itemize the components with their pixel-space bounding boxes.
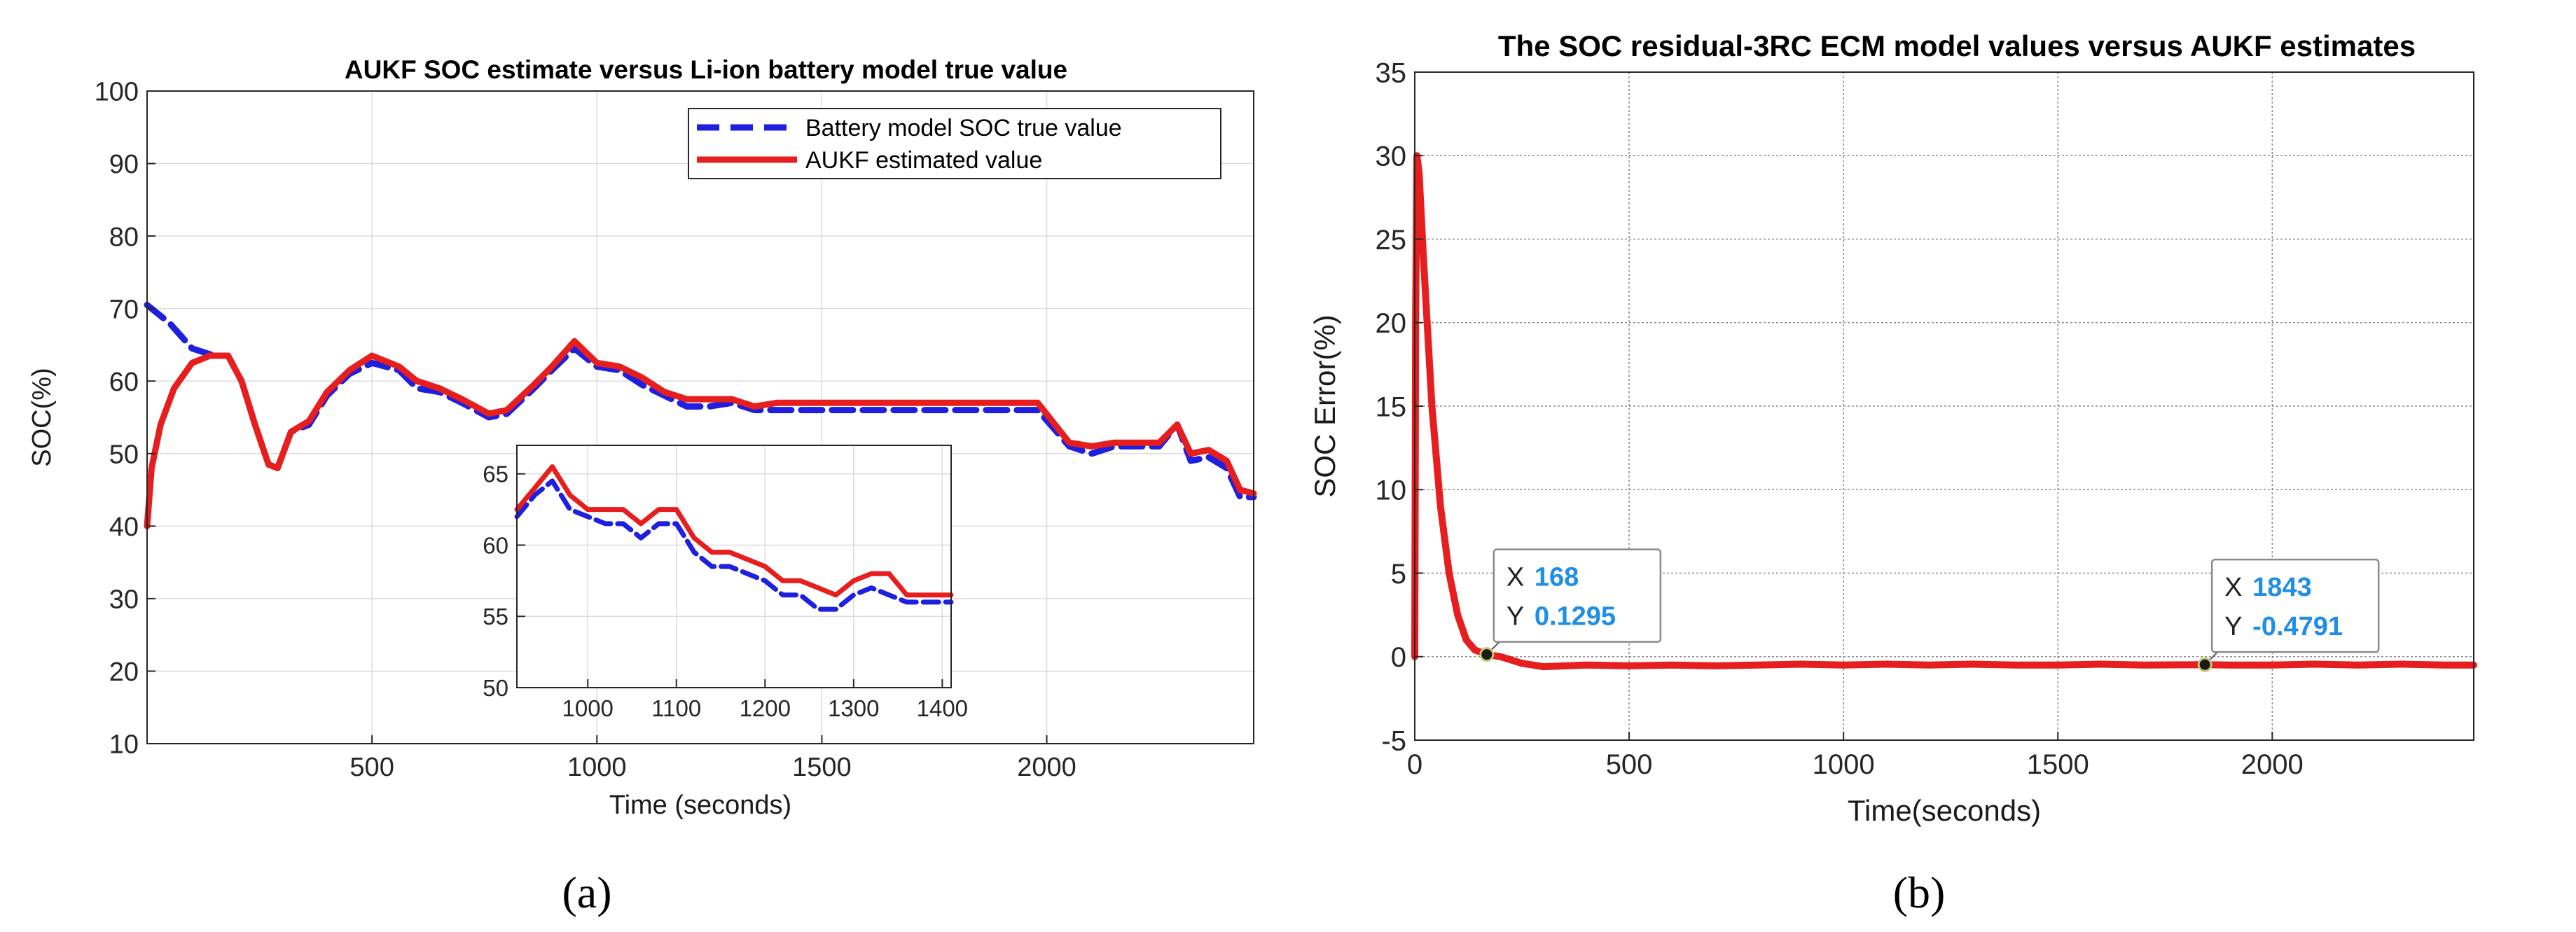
datatip[interactable]: X 168 Y 0.1295 bbox=[1479, 548, 1662, 662]
panel-a-xtick-label: 500 bbox=[349, 753, 394, 782]
panel-a-ytick-label: 30 bbox=[109, 585, 139, 615]
panel-b-ytick-label: 30 bbox=[1376, 141, 1407, 172]
panel-b-ytick-label: 5 bbox=[1391, 559, 1406, 590]
panel-a-inset-xtick-label: 1400 bbox=[917, 695, 968, 721]
panel-b-xlabel: Time(seconds) bbox=[1848, 794, 2041, 827]
panel-a-ytick-label: 70 bbox=[109, 295, 139, 324]
inset-true-value-line bbox=[514, 478, 954, 612]
panel-a-inset-series bbox=[514, 464, 954, 612]
panel-a-inset-ytick-label: 50 bbox=[483, 675, 508, 701]
panel-a-xtick-label: 1000 bbox=[567, 753, 627, 782]
datatip-x-value: 1843 bbox=[2252, 573, 2312, 602]
panel-b-xtick-label: 2000 bbox=[2241, 749, 2304, 780]
panel-b-ytick-label: 25 bbox=[1376, 225, 1407, 256]
panel-a-xtick-label: 2000 bbox=[1017, 753, 1076, 782]
panel-a-xlabel: Time (seconds) bbox=[609, 791, 791, 820]
panel-a-ytick-label: 100 bbox=[95, 78, 139, 107]
panel-b-ytick-label: 0 bbox=[1391, 642, 1406, 673]
datatip-marker[interactable] bbox=[1479, 647, 1495, 662]
panel-a-ytick-label: 20 bbox=[109, 658, 139, 687]
panel-b-ytick-label: 10 bbox=[1376, 475, 1407, 506]
panel-a-inset-ticks: 1000 1100 1200 1300 1400 50 55 60 65 bbox=[483, 461, 968, 721]
panel-a-inset-xtick-label: 1100 bbox=[651, 695, 701, 721]
panel-a-ytick-label: 60 bbox=[109, 368, 139, 397]
panel-b-ytick-label: 35 bbox=[1376, 57, 1407, 88]
datatip-box bbox=[2210, 558, 2380, 653]
panel-a: AUKF SOC estimate versus Li-ion battery … bbox=[27, 55, 1257, 917]
panel-a-legend-box bbox=[688, 108, 1221, 179]
datatip-x-label: X bbox=[2224, 573, 2242, 602]
datatip-y-label: Y bbox=[1507, 602, 1524, 632]
series-soc-residual-line bbox=[1411, 152, 2477, 671]
inset-aukf-line bbox=[514, 464, 954, 598]
panel-a-legend: Battery model SOC true value AUKF estima… bbox=[688, 108, 1221, 179]
panel-b-xtick-label: 1500 bbox=[2027, 749, 2089, 780]
datatip-y-value: 0.1295 bbox=[1535, 602, 1616, 632]
datatip-y-value: -0.4791 bbox=[2252, 612, 2343, 641]
datatip-y-label: Y bbox=[2224, 612, 2242, 641]
caption-a: (a) bbox=[562, 868, 611, 917]
panel-b-xtick-label: 1000 bbox=[1813, 749, 1875, 780]
panel-b-ytick-label: -5 bbox=[1381, 725, 1406, 756]
panel-b-ylabel: SOC Error(%) bbox=[1308, 314, 1341, 497]
datatip-box bbox=[1493, 548, 1662, 643]
panel-b-datatips: X 168 Y 0.1295 X 1843 Y -0.4791 bbox=[1479, 548, 2380, 672]
panel-a-inset-xtick-label: 1000 bbox=[562, 695, 614, 721]
legend-label-aukf: AUKF estimated value bbox=[805, 147, 1042, 174]
panel-b-ytick-label: 15 bbox=[1376, 391, 1407, 422]
panel-b-title: The SOC residual-3RC ECM model values ve… bbox=[1498, 29, 2416, 62]
panel-a-title: AUKF SOC estimate versus Li-ion battery … bbox=[345, 55, 1067, 84]
panel-a-ytick-label: 40 bbox=[109, 513, 139, 542]
panel-b-xtick-label: 0 bbox=[1407, 749, 1422, 780]
series-aukf-line bbox=[144, 338, 1257, 529]
panel-b-ytick-label: 20 bbox=[1376, 308, 1407, 339]
datatip-marker[interactable] bbox=[2197, 657, 2213, 672]
panel-b-xtick-label: 500 bbox=[1606, 749, 1653, 780]
panel-a-series bbox=[144, 302, 1257, 529]
panel-a-inset-grid bbox=[517, 445, 951, 688]
panel-a-inset-frame bbox=[516, 445, 952, 688]
panel-a-ticks: 500 1000 1500 2000 10 20 30 40 50 60 70 80 90 100 bbox=[95, 78, 1076, 782]
datatip-x-value: 168 bbox=[1535, 563, 1579, 592]
caption-b: (b) bbox=[1893, 868, 1946, 917]
panel-a-inset-ytick-label: 65 bbox=[483, 461, 508, 487]
panel-a-ytick-label: 80 bbox=[109, 223, 139, 252]
panel-a-inset-xtick-label: 1300 bbox=[828, 695, 879, 721]
panel-b-series bbox=[1411, 152, 2477, 671]
panel-a-ylabel: SOC(%) bbox=[27, 368, 57, 466]
panel-a-inset-ytick-label: 55 bbox=[483, 604, 508, 630]
datatip[interactable]: X 1843 Y -0.4791 bbox=[2197, 558, 2380, 672]
panel-a-plot-frame bbox=[146, 90, 1254, 744]
panel-a-inset-xtick-label: 1200 bbox=[740, 695, 791, 721]
panel-a-inset-ytick-label: 60 bbox=[483, 532, 508, 558]
panel-a-xtick-label: 1500 bbox=[792, 753, 852, 782]
legend-label-true-value: Battery model SOC true value bbox=[805, 115, 1122, 141]
panel-a-ytick-label: 90 bbox=[109, 150, 139, 179]
datatip-x-label: X bbox=[1507, 563, 1524, 592]
panel-a-ytick-label: 10 bbox=[109, 730, 139, 760]
panel-a-inset: 1000 1100 1200 1300 1400 50 55 60 65 bbox=[483, 445, 968, 721]
panel-a-ytick-label: 50 bbox=[109, 440, 139, 469]
panel-b: The SOC residual-3RC ECM model values ve… bbox=[1308, 29, 2477, 917]
